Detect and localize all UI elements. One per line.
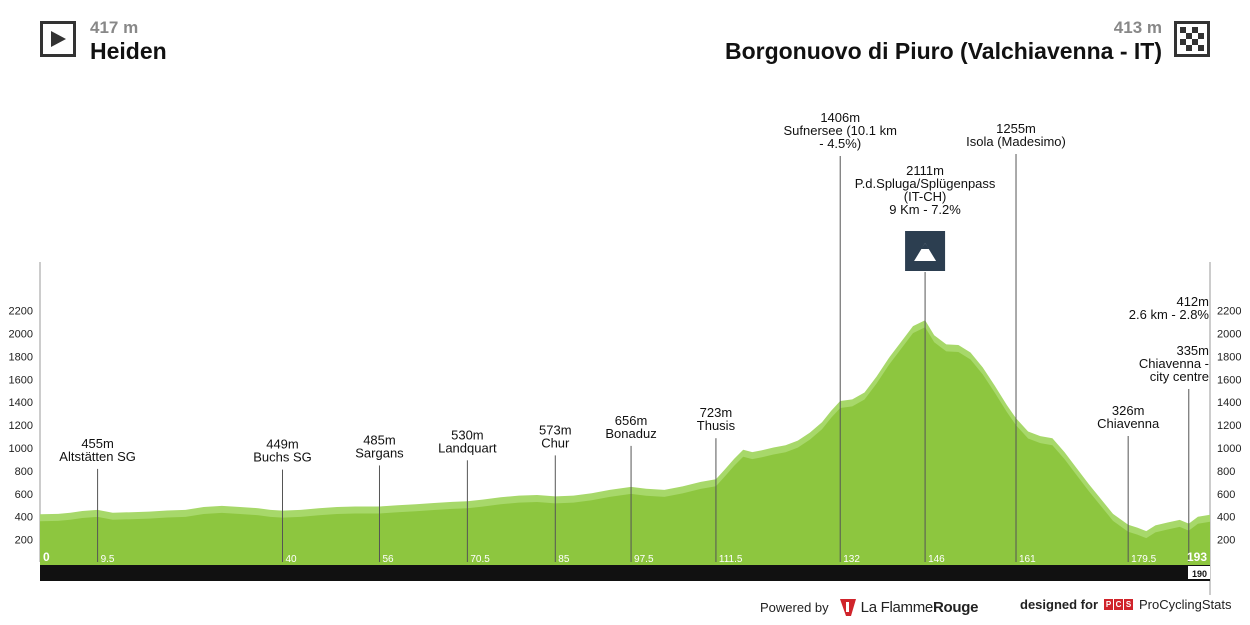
annotation-name: P.d.Spluga/Splügenpass [855, 176, 996, 191]
y-tick-label-right: 1200 [1217, 420, 1241, 432]
km-baseline-bar [40, 565, 1210, 581]
km-baseline-strip [40, 562, 1210, 565]
checkered-flag-icon [1174, 21, 1210, 57]
mountain-snowcap [921, 243, 930, 249]
annotation-elevation: 326m [1112, 403, 1145, 418]
x-km-label: 132 [843, 554, 860, 565]
x-end-label: 193 [1187, 550, 1207, 564]
annotation-name: Buchs SG [253, 450, 312, 465]
y-tick-label-right: 2200 [1217, 306, 1241, 318]
x-km-label: 70.5 [470, 554, 490, 565]
x-km-label: 97.5 [634, 554, 654, 565]
powered-by: Powered by La FlammeRouge [760, 597, 978, 617]
x-end-sub-box [1188, 566, 1210, 579]
y-tick-label-right: 600 [1217, 489, 1235, 501]
annotation-name: Bonaduz [605, 426, 656, 441]
profile-fill [40, 327, 1210, 562]
y-tick-label-left: 1200 [9, 420, 33, 432]
annotation-name: (IT-CH) [904, 189, 947, 204]
annotation-elevation: 2111m [906, 163, 944, 178]
y-tick-label-left: 600 [15, 489, 33, 501]
annotation-name: Thusis [697, 418, 736, 433]
powered-by-label: Powered by [760, 599, 829, 615]
y-tick-label-left: 800 [15, 466, 33, 478]
y-tick-label-left: 200 [15, 535, 33, 547]
annotation-elevation: 530m [451, 427, 484, 442]
pcs-logo-icon: P C S [1104, 599, 1134, 610]
pcs-letter: C [1114, 599, 1124, 610]
annotation-name: city centre [1150, 369, 1209, 384]
y-tick-label-right: 400 [1217, 512, 1235, 524]
x-km-label: 179.5 [1131, 554, 1156, 565]
pcs-letter: P [1104, 599, 1114, 610]
annotation-name: 2.6 km - 2.8% [1129, 307, 1210, 322]
y-tick-label-left: 2000 [9, 329, 33, 341]
pcs-letter: S [1124, 599, 1134, 610]
x-end-sub-label: 190 [1192, 569, 1207, 579]
y-tick-label-right: 1600 [1217, 374, 1241, 386]
annotation-name: Chur [541, 435, 570, 450]
annotation-name: Altstätten SG [59, 449, 136, 464]
designed-for: designed for P C S ProCyclingStats [1020, 597, 1232, 612]
annotation-elevation: 723m [700, 405, 733, 420]
mountain-shape [914, 243, 937, 261]
baseline: 0 193 190 9.5 40 56 70.5 85 97.5 111.5 132 146 161 17… [40, 550, 1210, 581]
x-start-label: 0 [43, 550, 50, 564]
finish-town: Borgonuovo di Piuro (Valchiavenna - IT) [724, 38, 1162, 64]
annotation-elevation: 449m [266, 437, 299, 452]
y-tick-label-left: 400 [15, 512, 33, 524]
la-flamme-rouge-logo-icon [839, 597, 857, 617]
y-tick-label-left: 1800 [9, 351, 33, 363]
annotation-elevation: 455m [81, 436, 114, 451]
annotation-elevation: 656m [615, 413, 648, 428]
annotation-name: Chiavenna [1097, 416, 1160, 431]
finish-header: 413 m Borgonuovo di Piuro (Valchiavenna … [725, 18, 1210, 64]
annotation-name: Isola (Madesimo) [966, 134, 1066, 149]
lfr-brand-2: Rouge [932, 598, 979, 616]
x-km-label: 85 [558, 554, 570, 565]
annotation-elevation: 335m [1176, 343, 1209, 358]
annotation-elevation: 1406m [820, 110, 860, 125]
annotation-name: Landquart [438, 440, 497, 455]
x-km-label: 161 [1019, 554, 1036, 565]
y-tick-label-right: 200 [1217, 535, 1235, 547]
annotation-elevation: 412m [1176, 294, 1209, 309]
finish-elevation: 413 m [1113, 18, 1162, 37]
annotation-name: Sargans [355, 445, 404, 460]
annotation-name: Chiavenna - [1139, 356, 1209, 371]
y-tick-label-right: 800 [1217, 466, 1235, 478]
play-icon [40, 21, 76, 57]
y-tick-label-left: 1600 [9, 374, 33, 386]
annotation-name: Sufnersee (10.1 km [783, 123, 896, 138]
x-km-label: 146 [928, 554, 945, 565]
y-tick-label-left: 1000 [9, 443, 33, 455]
y-tick-label-right: 1000 [1217, 443, 1241, 455]
annotation-elevation: 1255m [996, 121, 1036, 136]
designed-for-label: designed for [1020, 597, 1099, 612]
start-header: 417 m Heiden [40, 18, 167, 64]
pcs-text: ProCyclingStats [1139, 597, 1232, 612]
start-elevation: 417 m [90, 18, 139, 37]
annotation-name: - 4.5%) [819, 136, 861, 151]
y-tick-label-left: 2200 [9, 306, 33, 318]
annotation-name: 9 Km - 7.2% [889, 202, 961, 217]
y-tick-label-right: 1800 [1217, 351, 1241, 363]
start-town: Heiden [90, 38, 167, 64]
x-km-label: 56 [382, 554, 394, 565]
annotation-elevation: 573m [539, 422, 572, 437]
x-km-label: 111.5 [719, 554, 743, 565]
x-km-label: 9.5 [101, 554, 115, 565]
y-tick-label-right: 2000 [1217, 329, 1241, 341]
y-tick-label-left: 1400 [9, 397, 33, 409]
profile-area [40, 320, 1210, 562]
x-km-label: 40 [285, 554, 297, 565]
annotation-elevation: 485m [363, 432, 396, 447]
y-tick-label-right: 1400 [1217, 397, 1241, 409]
lfr-brand-1: La Flamme [860, 598, 934, 616]
